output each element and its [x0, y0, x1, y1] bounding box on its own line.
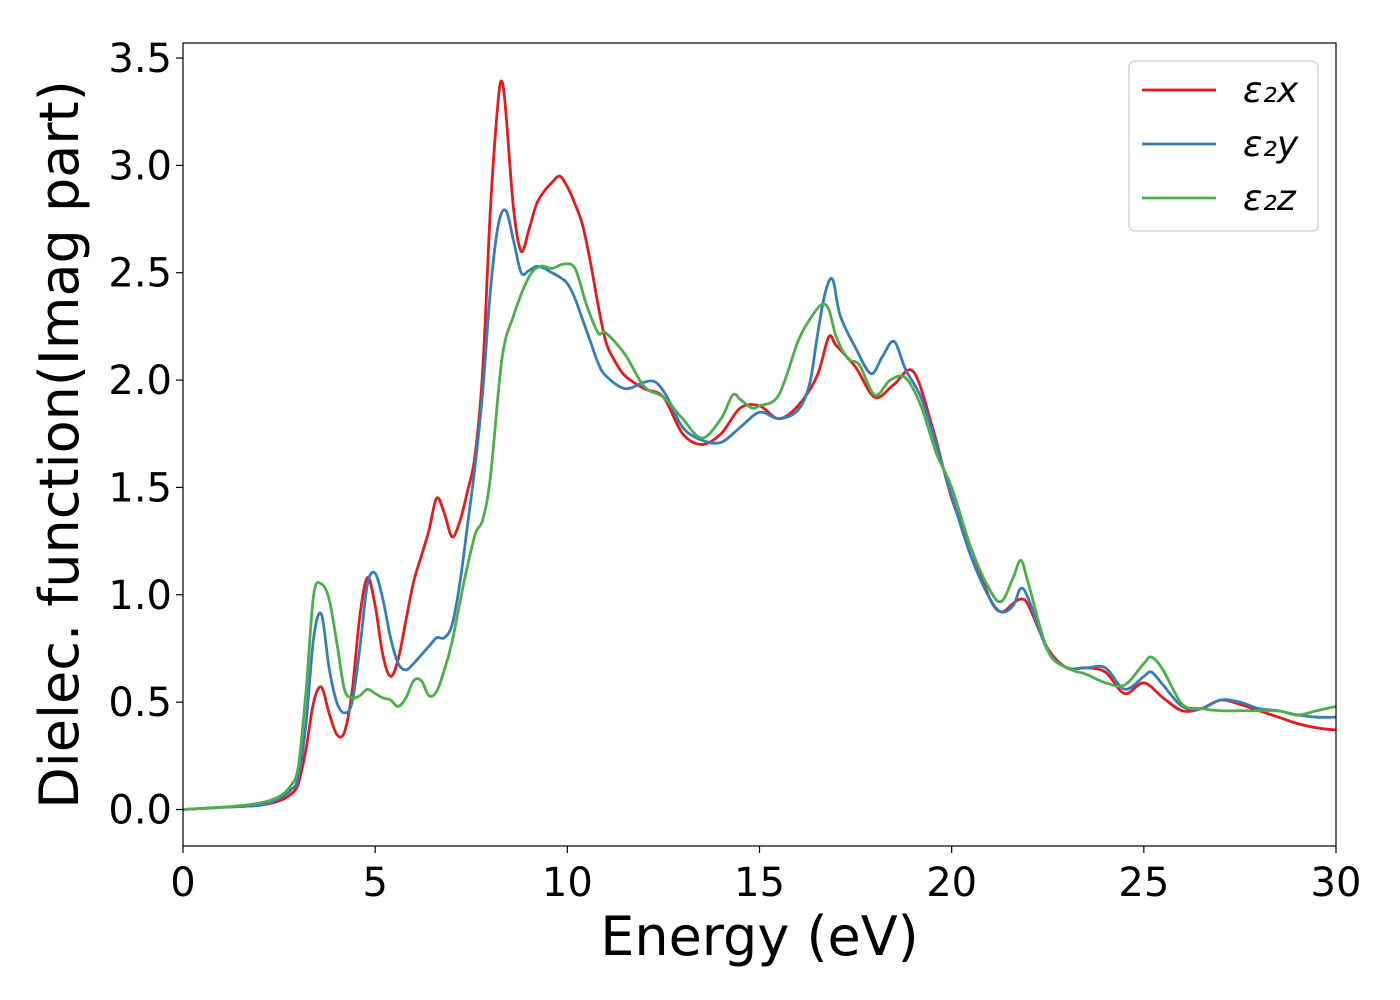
x-tick-label: 20	[926, 860, 977, 906]
y-tick-label: 0.0	[108, 788, 172, 834]
y-axis-title: Dielec. function(Imag part)	[28, 80, 91, 809]
x-tick-label: 0	[170, 860, 195, 906]
legend: ε₂x ε₂y ε₂z	[1128, 60, 1319, 232]
y-tick-label: 2.0	[108, 358, 172, 404]
y-tick-label: 0.5	[108, 680, 172, 726]
x-tick-label: 30	[1311, 860, 1362, 906]
legend-label: ε₂z	[1243, 178, 1297, 219]
series-line-2	[183, 262, 1336, 811]
legend-box	[1128, 60, 1319, 232]
ticks-layer: 0 5 10 15 20 25 30 0.0 0.5 1.0 1.5 2.0 2.5 3.0 3.5	[108, 36, 1361, 906]
series-layer	[183, 79, 1336, 811]
legend-label: ε₂x	[1243, 70, 1299, 111]
y-tick-label: 3.0	[108, 143, 172, 189]
y-tick-label: 3.5	[108, 36, 172, 82]
y-tick-label: 1.5	[108, 465, 172, 511]
y-tick-label: 2.5	[108, 251, 172, 297]
y-tick-label: 1.0	[108, 573, 172, 619]
legend-label: ε₂y	[1243, 124, 1299, 165]
series-line-1	[183, 208, 1336, 811]
x-tick-label: 25	[1118, 860, 1169, 906]
x-tick-label: 15	[734, 860, 785, 906]
x-axis-title: Energy (eV)	[600, 905, 919, 968]
x-tick-label: 5	[362, 860, 387, 906]
x-tick-label: 10	[542, 860, 593, 906]
